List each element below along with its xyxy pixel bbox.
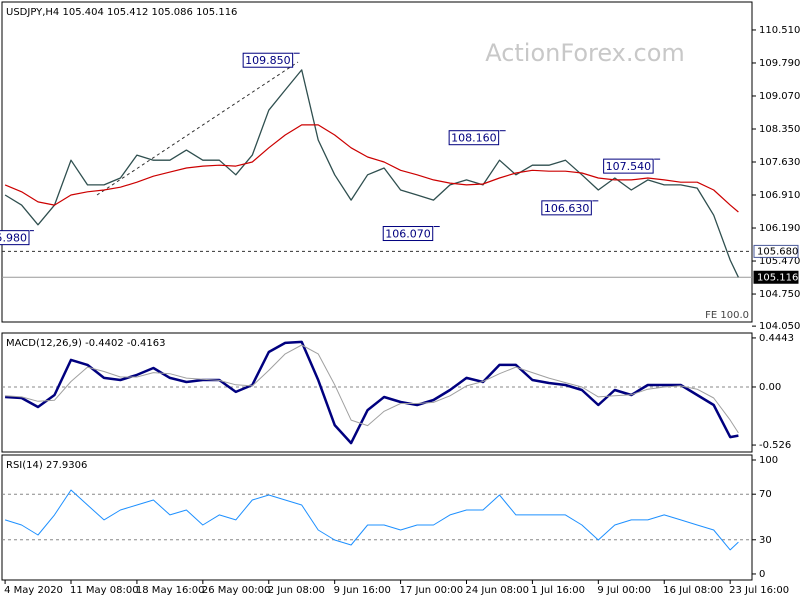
panel-border <box>1 454 753 581</box>
series-line <box>4 69 739 278</box>
y-tick-label: 104.050 <box>759 321 800 332</box>
panel-title: USDJPY,H4 105.404 105.412 105.086 105.11… <box>6 7 237 18</box>
x-tick-label: 18 May 16:00 <box>136 585 205 596</box>
panel-border <box>1 332 753 453</box>
x-tick-label: 9 Jul 00:00 <box>597 585 651 596</box>
panel-title: MACD(12,26,9) -0.4402 -0.4163 <box>6 338 166 349</box>
x-tick-label: 23 Jul 16:00 <box>729 585 789 596</box>
y-tick-label: 0.4443 <box>759 333 794 344</box>
y-tick-label: 110.510 <box>759 25 800 36</box>
level-label: 105.680 <box>757 246 798 257</box>
series-line <box>4 489 739 551</box>
x-tick-label: 11 May 08:00 <box>70 585 139 596</box>
panel-note: FE 100.0 <box>705 310 749 321</box>
swing-label: 106.070 <box>385 228 431 241</box>
level-box <box>753 244 799 258</box>
level-label: 105.116 <box>757 272 798 283</box>
x-tick-label: 2 Jun 08:00 <box>268 585 325 596</box>
level-box <box>753 270 799 284</box>
x-tick-label: 17 Jun 00:00 <box>400 585 464 596</box>
swing-label: 106.630 <box>544 202 590 215</box>
swing-label: 107.540 <box>606 160 652 173</box>
y-tick-label: 109.790 <box>759 58 800 69</box>
x-tick-label: 1 Jul 16:00 <box>531 585 585 596</box>
y-tick-label: 0.00 <box>759 382 781 393</box>
swing-box <box>541 200 592 216</box>
swing-label: 109.850 <box>245 54 291 67</box>
y-tick-label: 104.750 <box>759 289 800 300</box>
x-tick-label: 9 Jun 16:00 <box>334 585 391 596</box>
y-tick-label: 106.910 <box>759 190 800 201</box>
x-tick-label: 26 May 00:00 <box>202 585 271 596</box>
watermark: ActionForex.com <box>485 39 685 67</box>
panel-title: RSI(14) 27.9306 <box>6 460 87 471</box>
y-tick-label: 105.470 <box>759 256 800 267</box>
y-tick-label: 100 <box>759 455 778 466</box>
x-tick-label: 24 Jun 08:00 <box>466 585 530 596</box>
series-line <box>4 124 739 213</box>
swing-box <box>448 130 500 146</box>
y-tick-label: 106.190 <box>759 223 800 234</box>
swing-box <box>382 226 434 242</box>
y-tick-label: 70 <box>759 489 772 500</box>
x-tick-label: 4 May 2020 <box>4 585 63 596</box>
swing-box <box>603 158 654 174</box>
y-tick-label: 107.630 <box>759 157 800 168</box>
y-tick-label: 30 <box>759 535 772 546</box>
x-tick-label: 16 Jul 08:00 <box>663 585 723 596</box>
trend-line <box>96 61 299 196</box>
series-line <box>5 344 739 434</box>
y-tick-label: 109.070 <box>759 91 800 102</box>
y-tick-label: -0.526 <box>759 440 791 451</box>
swing-label: 105.980 <box>0 232 27 245</box>
swing-box <box>242 52 294 68</box>
y-tick-label: 0 <box>759 569 765 580</box>
swing-box <box>0 230 30 246</box>
swing-label: 108.160 <box>451 132 497 145</box>
y-tick-label: 108.350 <box>759 124 800 135</box>
